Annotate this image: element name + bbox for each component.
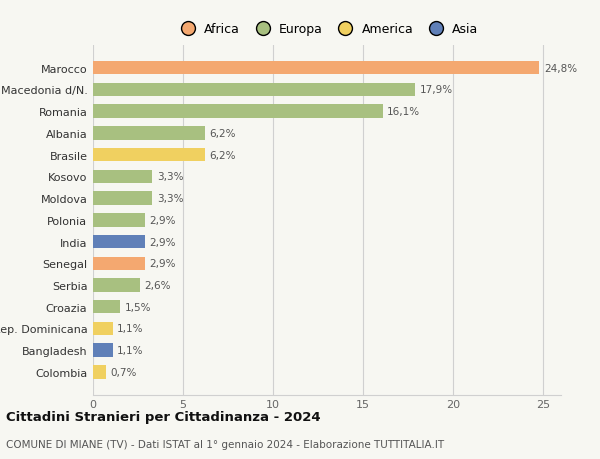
Bar <box>93 84 415 97</box>
Bar <box>93 365 106 379</box>
Bar <box>93 62 539 75</box>
Text: 16,1%: 16,1% <box>388 107 421 117</box>
Text: 2,9%: 2,9% <box>150 259 176 269</box>
Text: Cittadini Stranieri per Cittadinanza - 2024: Cittadini Stranieri per Cittadinanza - 2… <box>6 410 320 423</box>
Text: 6,2%: 6,2% <box>209 129 236 139</box>
Text: 1,1%: 1,1% <box>118 346 144 355</box>
Bar <box>93 192 152 205</box>
Bar <box>93 105 383 118</box>
Bar <box>93 170 152 184</box>
Text: 1,5%: 1,5% <box>125 302 151 312</box>
Text: COMUNE DI MIANE (TV) - Dati ISTAT al 1° gennaio 2024 - Elaborazione TUTTITALIA.I: COMUNE DI MIANE (TV) - Dati ISTAT al 1° … <box>6 440 444 449</box>
Text: 3,3%: 3,3% <box>157 172 184 182</box>
Bar <box>93 279 140 292</box>
Bar <box>93 127 205 140</box>
Bar <box>93 300 120 314</box>
Text: 2,9%: 2,9% <box>150 237 176 247</box>
Text: 1,1%: 1,1% <box>118 324 144 334</box>
Bar <box>93 322 113 336</box>
Text: 2,9%: 2,9% <box>150 215 176 225</box>
Text: 6,2%: 6,2% <box>209 150 236 160</box>
Text: 0,7%: 0,7% <box>110 367 136 377</box>
Text: 24,8%: 24,8% <box>544 63 577 73</box>
Bar <box>93 257 145 270</box>
Text: 3,3%: 3,3% <box>157 194 184 204</box>
Bar <box>93 213 145 227</box>
Bar <box>93 149 205 162</box>
Bar <box>93 235 145 249</box>
Bar <box>93 344 113 357</box>
Text: 17,9%: 17,9% <box>420 85 453 95</box>
Text: 2,6%: 2,6% <box>145 280 171 291</box>
Legend: Africa, Europa, America, Asia: Africa, Europa, America, Asia <box>173 21 481 39</box>
